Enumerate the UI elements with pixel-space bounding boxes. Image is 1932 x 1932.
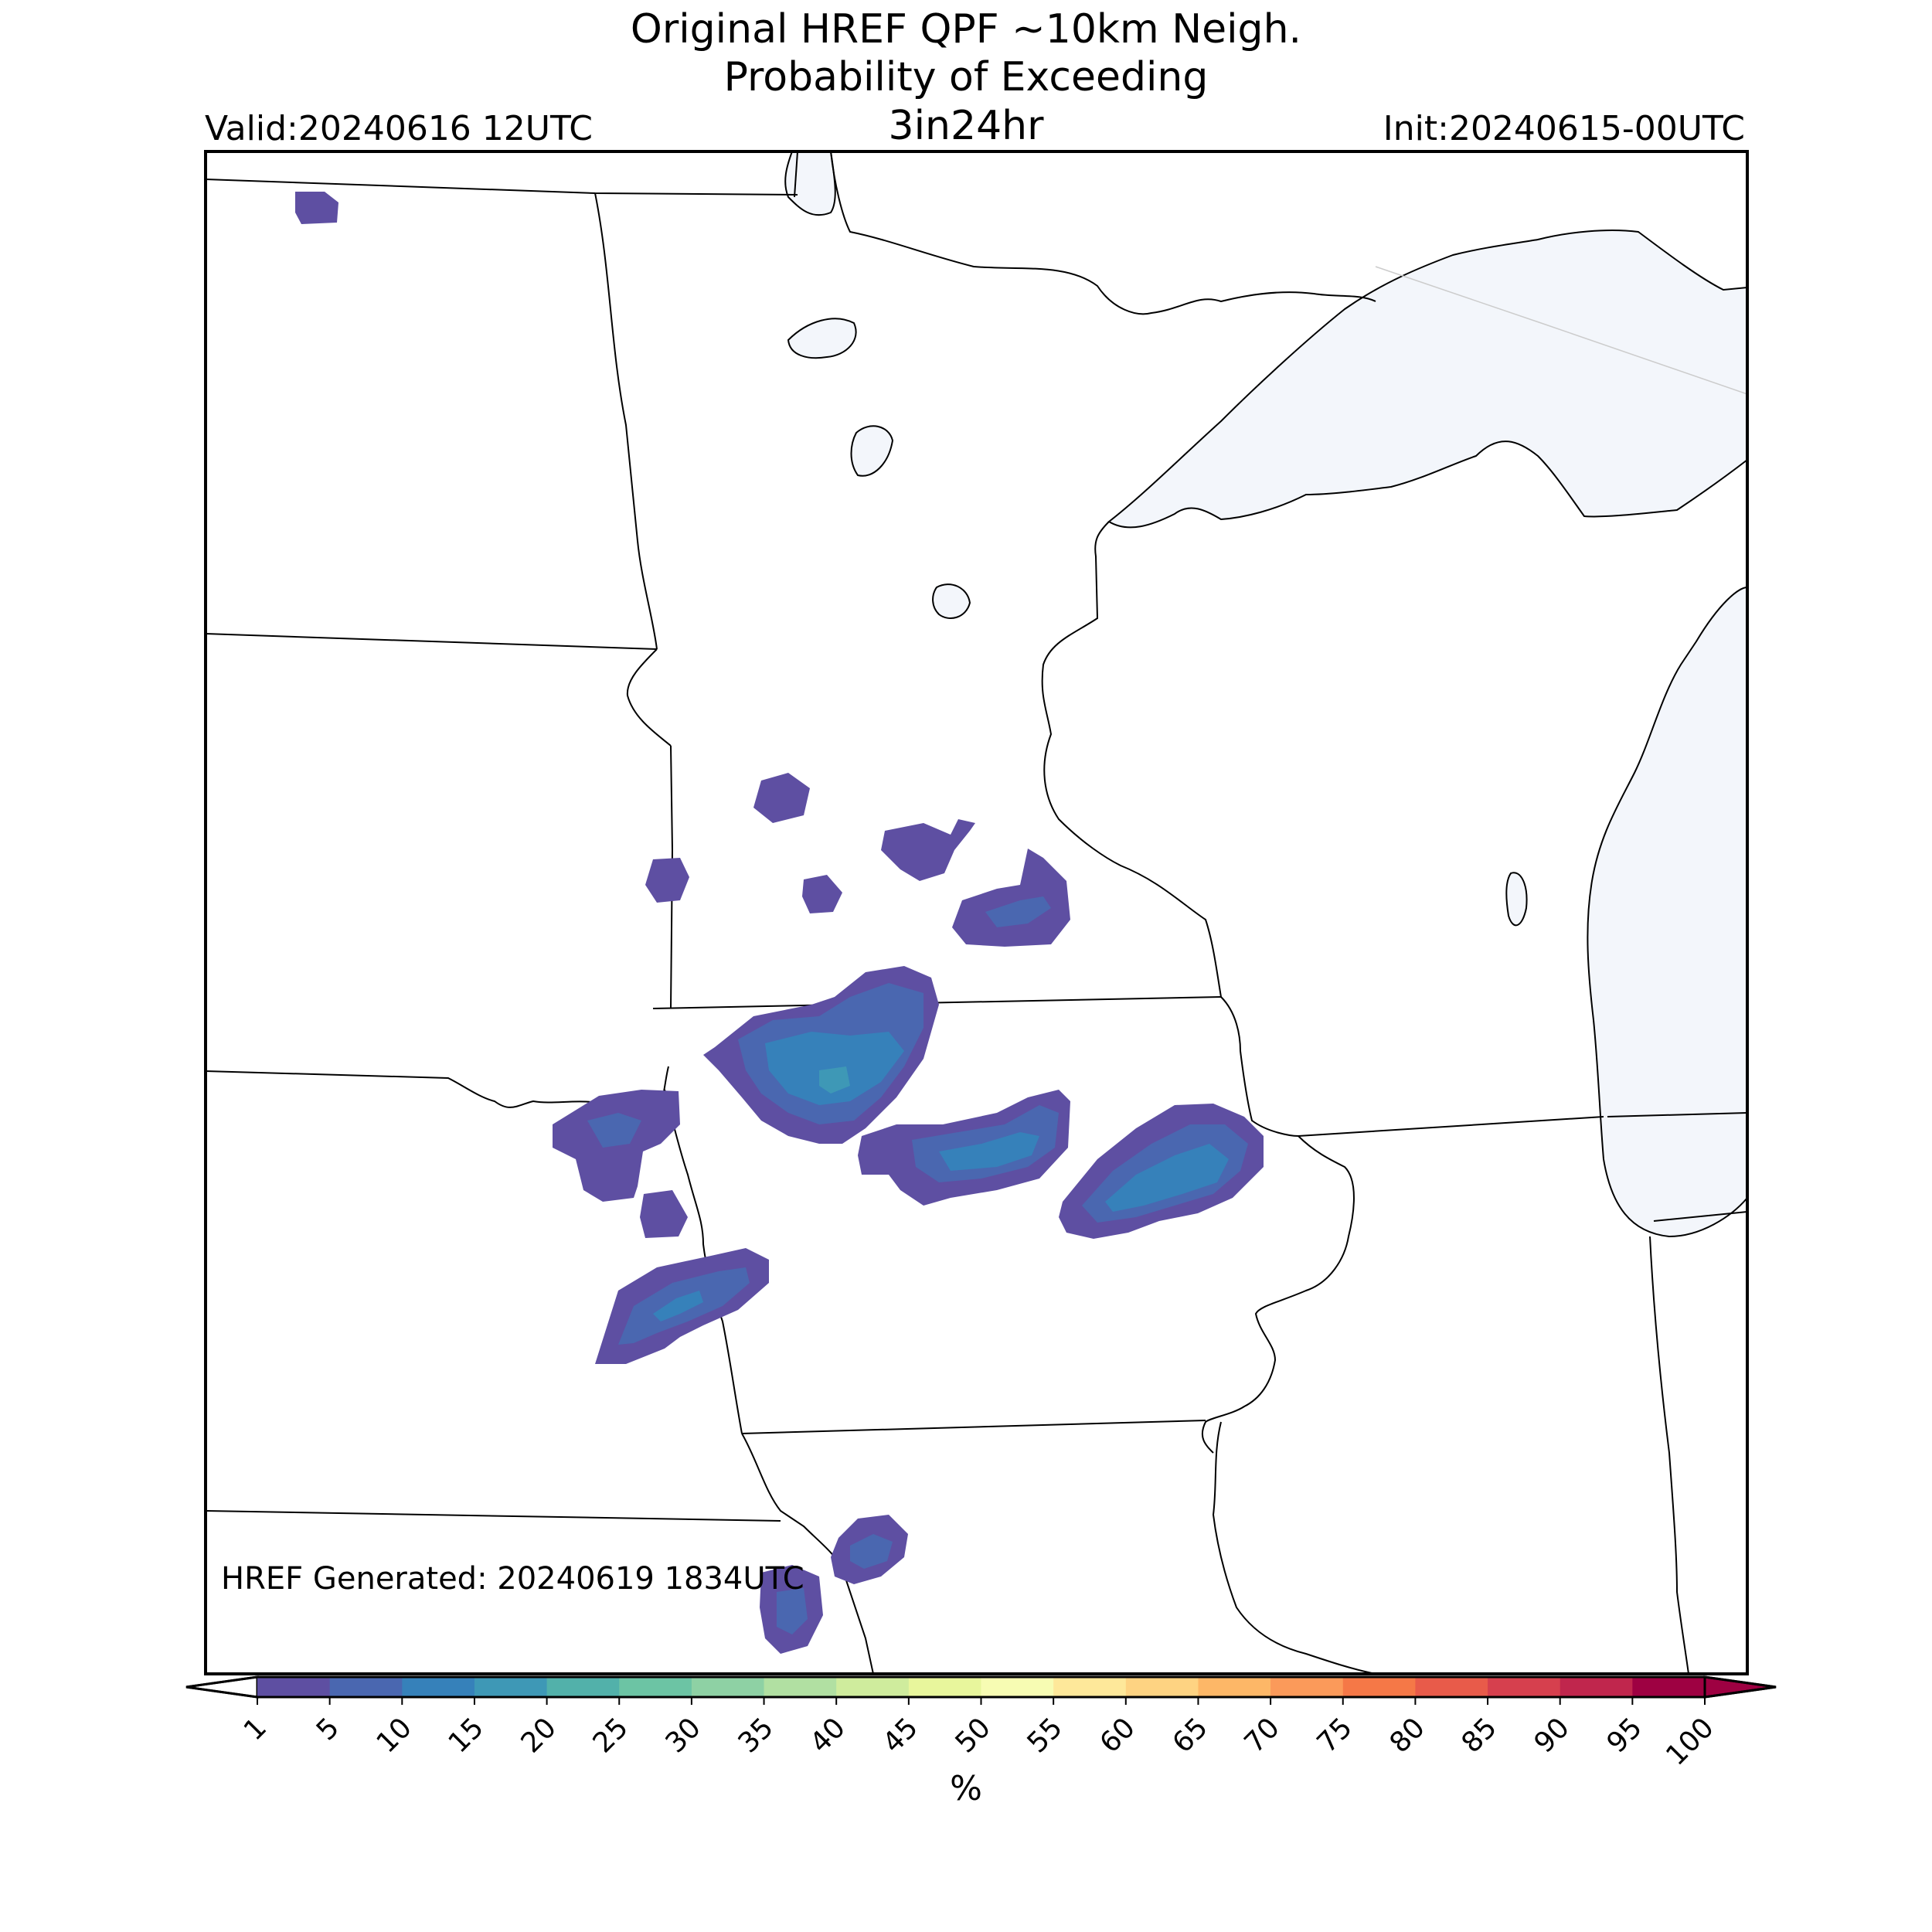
init-time-label: Init:20240615-00UTC <box>1383 109 1745 148</box>
probability-blob-mn-central-a <box>753 773 810 823</box>
colorbar-swatch <box>1270 1677 1344 1697</box>
colorbar-swatch <box>329 1677 403 1697</box>
colorbar-over-extension <box>1703 1675 1777 1699</box>
colorbar-under-extension <box>185 1675 259 1699</box>
lake-winnebago <box>1505 872 1528 927</box>
probability-blob-mn-west <box>645 858 689 903</box>
colorbar-swatch <box>619 1677 692 1697</box>
colorbar-swatch <box>474 1677 548 1697</box>
lake-boundary <box>1375 266 1747 395</box>
colorbar-swatch <box>836 1677 910 1697</box>
probability-blob-ia-east <box>1059 1104 1264 1239</box>
colorbar-swatch <box>981 1677 1054 1697</box>
probability-blob-mn-central-c <box>802 875 842 913</box>
probability-field <box>295 192 1264 1654</box>
probability-blob-nd-northwest <box>295 192 338 224</box>
colorbar-swatch <box>257 1677 331 1697</box>
colorbar-swatch <box>1342 1677 1416 1697</box>
state-borders <box>206 151 1747 1674</box>
probability-blob-mn-east <box>952 849 1070 947</box>
probability-blob-mo-northwest <box>831 1515 908 1584</box>
colorbar-swatch <box>1198 1677 1271 1697</box>
probability-blob-ne-northeast <box>640 1190 688 1238</box>
title-line-3: 3in24hr <box>888 103 1044 149</box>
colorbar <box>185 1675 1777 1705</box>
colorbar-swatch <box>1415 1677 1488 1697</box>
title-line-2: Probability of Exceeding <box>723 54 1209 100</box>
colorbar-swatch <box>1560 1677 1633 1697</box>
probability-blob-ia-northwest <box>703 966 939 1144</box>
probability-blob-ia-central <box>858 1090 1070 1206</box>
colorbar-units-label: % <box>950 1769 982 1808</box>
lake-michigan <box>1587 586 1747 1238</box>
colorbar-swatch <box>1125 1677 1199 1697</box>
colorbar-swatch <box>1488 1677 1561 1697</box>
generated-timestamp: HREF Generated: 20240619 1834UTC <box>221 1561 804 1597</box>
probability-blob-ne-east <box>595 1248 769 1364</box>
leech-lake <box>850 425 894 477</box>
colorbar-swatch <box>546 1677 620 1697</box>
colorbar-swatch <box>1632 1677 1706 1697</box>
probability-blob-sd-southeast <box>553 1090 680 1202</box>
red-lake <box>787 318 857 359</box>
colorbar-swatch <box>1053 1677 1127 1697</box>
colorbar-swatch <box>764 1677 837 1697</box>
lake-superior <box>1107 230 1747 529</box>
colorbar-swatch <box>908 1677 981 1697</box>
mille-lacs <box>932 583 971 619</box>
valid-time-label: Valid:20240616 12UTC <box>205 109 594 148</box>
colorbar-swatch <box>402 1677 475 1697</box>
colorbar-swatch <box>691 1677 765 1697</box>
probability-blob-ks-northeast <box>760 1565 823 1654</box>
lake-of-the-woods <box>784 151 836 216</box>
title-line-1: Original HREF QPF ~10km Neigh. <box>630 6 1302 53</box>
map-frame <box>204 150 1749 1675</box>
probability-blob-mn-central-b <box>881 819 975 881</box>
